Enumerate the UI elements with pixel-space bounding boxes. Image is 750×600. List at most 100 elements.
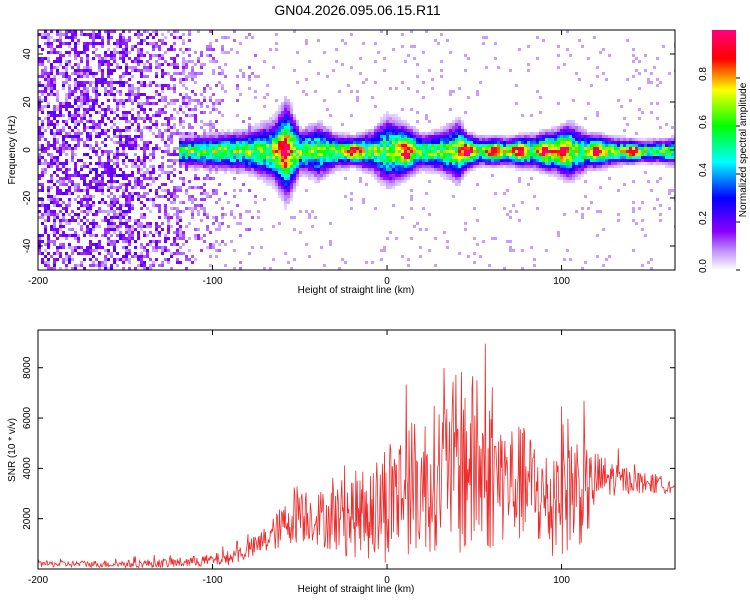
spectrogram-cell — [503, 159, 506, 162]
spectrogram-cell — [143, 141, 146, 144]
spectrogram-cell — [410, 30, 413, 33]
spectrogram-cell — [83, 108, 86, 111]
spectrogram-cell — [446, 129, 449, 132]
spectrogram-cell — [485, 150, 488, 153]
spectrogram-cell — [83, 252, 86, 255]
spectrogram-cell — [575, 141, 578, 144]
spectrogram-cell — [95, 225, 98, 228]
spectrogram-cell — [194, 63, 197, 66]
spectrogram-cell — [221, 138, 224, 141]
spectrogram-cell — [65, 36, 68, 39]
spectrogram-cell — [455, 174, 458, 177]
spectrogram-cell — [461, 129, 464, 132]
spectrogram-cell — [383, 246, 386, 249]
spectrogram-cell — [425, 135, 428, 138]
spectrogram-cell — [212, 132, 215, 135]
spectrogram-cell — [119, 219, 122, 222]
spectrogram-cell — [293, 135, 296, 138]
spectrogram-cell — [563, 258, 566, 261]
spectrogram-cell — [332, 144, 335, 147]
spectrogram-cell — [119, 258, 122, 261]
spectrogram-cell — [74, 45, 77, 48]
spectrogram-cell — [590, 201, 593, 204]
spectrogram-cell — [41, 90, 44, 93]
spectrogram-cell — [140, 183, 143, 186]
spectrogram-cell — [365, 165, 368, 168]
spectrogram-cell — [95, 249, 98, 252]
spectrogram-cell — [557, 54, 560, 57]
spectrogram-cell — [377, 126, 380, 129]
spectrogram-cell — [209, 165, 212, 168]
spectrogram-cell — [110, 138, 113, 141]
spectrogram-cell — [158, 225, 161, 228]
spectrogram-cell — [119, 33, 122, 36]
spectrogram-cell — [575, 153, 578, 156]
spectrogram-cell — [569, 177, 572, 180]
spectrogram-cell — [68, 63, 71, 66]
spectrogram-cell — [473, 237, 476, 240]
spectrogram-cell — [128, 201, 131, 204]
spectrogram-cell — [164, 183, 167, 186]
spectrogram-cell — [323, 138, 326, 141]
spectrogram-cell — [263, 147, 266, 150]
spectrogram-cell — [191, 60, 194, 63]
spectrogram-cell — [275, 114, 278, 117]
spectrogram-cell — [140, 69, 143, 72]
spectrogram-cell — [143, 231, 146, 234]
spectrogram-cell — [482, 147, 485, 150]
spectrogram-cell — [248, 165, 251, 168]
spectrogram-cell — [281, 162, 284, 165]
spectrogram-cell — [440, 171, 443, 174]
spectrogram-cell — [167, 219, 170, 222]
spectrogram-cell — [278, 105, 281, 108]
spectrogram-cell — [131, 234, 134, 237]
spectrogram-cell — [179, 156, 182, 159]
spectrogram-cell — [47, 240, 50, 243]
spectrogram-cell — [260, 159, 263, 162]
spectrogram-cell — [308, 123, 311, 126]
spectrogram-cell — [314, 138, 317, 141]
spectrogram-cell — [296, 174, 299, 177]
spectrogram-cell — [179, 189, 182, 192]
spectrogram-cell — [77, 123, 80, 126]
spectrogram-cell — [44, 36, 47, 39]
spectrogram-cell — [134, 162, 137, 165]
spectrogram-cell — [455, 129, 458, 132]
spectrogram-cell — [125, 51, 128, 54]
spectrogram-cell — [86, 96, 89, 99]
spectrogram-cell — [128, 36, 131, 39]
spectrogram-cell — [104, 249, 107, 252]
spectrogram-cell — [170, 33, 173, 36]
spectrogram-cell — [269, 168, 272, 171]
spectrogram-cell — [539, 156, 542, 159]
spectrogram-cell — [86, 81, 89, 84]
spectrogram-cell — [311, 210, 314, 213]
spectrogram-cell — [362, 132, 365, 135]
spectrogram-cell — [332, 150, 335, 153]
spectrogram-cell — [179, 219, 182, 222]
spectrogram-cell — [80, 57, 83, 60]
spectrogram-cell — [107, 39, 110, 42]
spectrogram-cell — [287, 201, 290, 204]
spectrogram-cell — [263, 150, 266, 153]
spectrogram-cell — [452, 171, 455, 174]
spectrogram-cell — [134, 267, 137, 270]
spectrogram-cell — [137, 195, 140, 198]
spectrogram-cell — [584, 138, 587, 141]
spectrogram-cell — [266, 168, 269, 171]
spectrogram-cell — [437, 171, 440, 174]
spectrogram-cell — [71, 72, 74, 75]
spectrogram-cell — [50, 42, 53, 45]
spectrogram-cell — [305, 189, 308, 192]
spectrogram-cell — [119, 195, 122, 198]
spectrogram-cell — [155, 228, 158, 231]
spectrogram-cell — [446, 135, 449, 138]
spectrogram-cell — [113, 228, 116, 231]
spectrogram-cell — [299, 144, 302, 147]
spectrogram-cell — [374, 60, 377, 63]
spectrogram-cell — [212, 153, 215, 156]
spectrogram-cell — [107, 249, 110, 252]
spectrogram-cell — [395, 144, 398, 147]
spectrogram-cell — [425, 132, 428, 135]
spectrogram-cell — [44, 210, 47, 213]
